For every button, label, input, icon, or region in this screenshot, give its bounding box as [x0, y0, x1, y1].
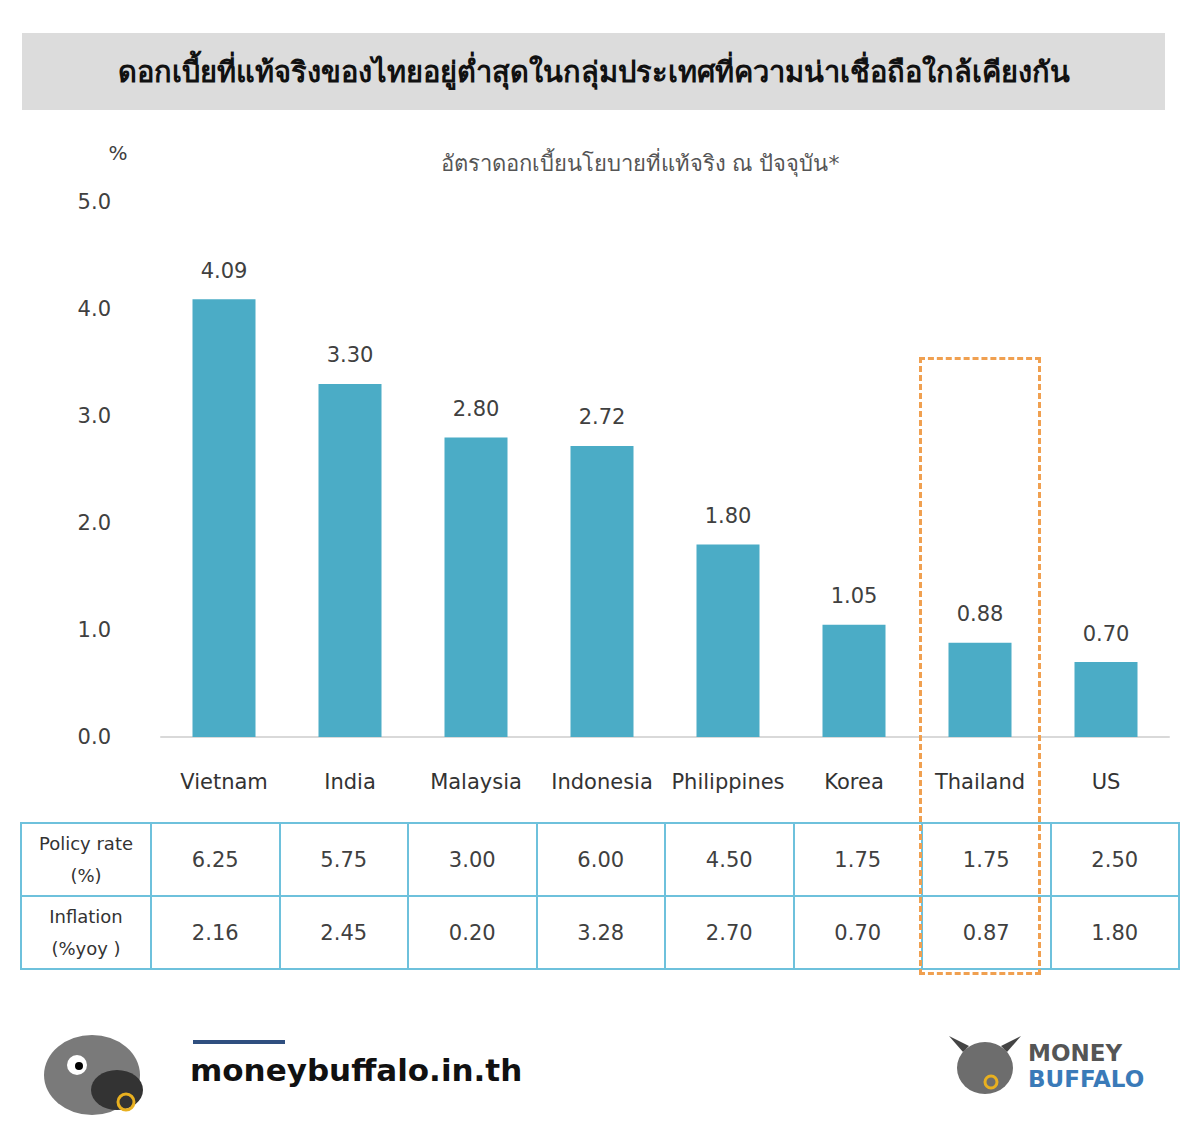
html-text:Inflation: Inflation — [49, 905, 123, 927]
svg-text:US: US — [1092, 770, 1121, 794]
svg-text:2.0: 2.0 — [78, 511, 111, 535]
svg-text:Malaysia: Malaysia — [430, 770, 522, 794]
html-text:1.75: 1.75 — [962, 847, 1010, 872]
html-text:MONEY: MONEY — [1028, 1040, 1123, 1066]
html-text:2.70: 2.70 — [705, 920, 753, 945]
svg-text:0.88: 0.88 — [957, 602, 1004, 626]
svg-text:1.80: 1.80 — [705, 504, 752, 528]
svg-text:5.0: 5.0 — [78, 190, 111, 214]
html-text:0.87: 0.87 — [962, 920, 1010, 945]
svg-text:1.05: 1.05 — [831, 584, 878, 608]
svg-text:2.80: 2.80 — [453, 397, 500, 421]
svg-text:Philippines: Philippines — [671, 770, 784, 794]
html-text:(%yoy ): (%yoy ) — [51, 937, 121, 959]
html-text:Policy rate: Policy rate — [39, 832, 133, 854]
svg-text:3.0: 3.0 — [78, 404, 111, 428]
html-text:2.16: 2.16 — [191, 920, 239, 945]
html-text:5.75: 5.75 — [320, 847, 368, 872]
html-text:BUFFALO: BUFFALO — [1028, 1066, 1145, 1092]
html-text:6.00: 6.00 — [577, 847, 625, 872]
svg-text:0.70: 0.70 — [1083, 622, 1130, 646]
html-text:4.50: 4.50 — [705, 847, 753, 872]
svg-text:4.0: 4.0 — [78, 297, 111, 321]
svg-text:Vietnam: Vietnam — [180, 770, 268, 794]
svg-text:0.0: 0.0 — [78, 725, 111, 749]
html-text:3.28: 3.28 — [577, 920, 625, 945]
svg-text:1.0: 1.0 — [78, 618, 111, 642]
html-text:1.75: 1.75 — [834, 847, 882, 872]
html-text:moneybuffalo.in.th: moneybuffalo.in.th — [190, 1052, 523, 1088]
svg-text:Indonesia: Indonesia — [551, 770, 653, 794]
html-text:6.25: 6.25 — [191, 847, 239, 872]
html-text:0.20: 0.20 — [448, 920, 496, 945]
svg-text:2.72: 2.72 — [579, 405, 626, 429]
svg-text:India: India — [324, 770, 376, 794]
svg-text:3.30: 3.30 — [327, 343, 374, 367]
html-text:2.45: 2.45 — [320, 920, 368, 945]
html-text:3.00: 3.00 — [448, 847, 496, 872]
svg-text:4.09: 4.09 — [201, 259, 248, 283]
html-text:ดอกเบี้ยที่แท้จริงของไทยอยู่ต่: ดอกเบี้ยที่แท้จริงของไทยอยู่ต่ำสุดในกลุ่… — [117, 54, 1070, 89]
html-text:1.80: 1.80 — [1091, 920, 1139, 945]
html-text:0.70: 0.70 — [834, 920, 882, 945]
html-text:2.50: 2.50 — [1091, 847, 1139, 872]
html-text:อัตราดอกเบี้ยนโยบายที่แท้จริง: อัตราดอกเบี้ยนโยบายที่แท้จริง ณ ปัจจุบัน… — [440, 151, 840, 176]
svg-text:Korea: Korea — [824, 770, 884, 794]
svg-text:Thailand: Thailand — [934, 770, 1025, 794]
